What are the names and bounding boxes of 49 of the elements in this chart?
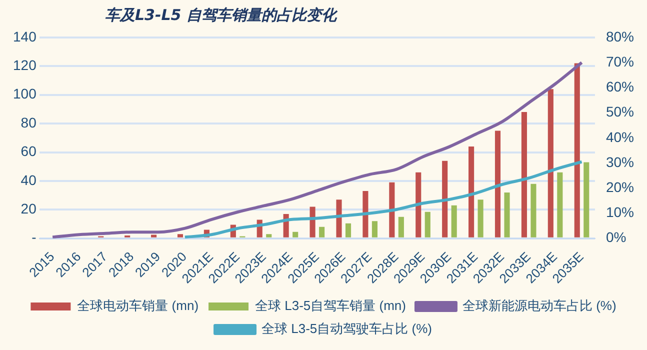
y-tick-label: 80 — [20, 114, 37, 130]
bar — [319, 226, 325, 238]
line-series — [183, 160, 584, 238]
bar — [478, 200, 484, 238]
line-series — [51, 61, 584, 238]
bar — [177, 234, 184, 238]
y2-tick-label: 10% — [606, 204, 634, 220]
bar — [504, 192, 510, 238]
chart-title: 车及L3-L5 自驾车销量的占比变化 — [105, 6, 336, 25]
y2-tick-label: 30% — [606, 154, 634, 170]
bar — [442, 160, 448, 238]
bar — [389, 182, 395, 238]
bar — [151, 234, 157, 238]
bar — [451, 205, 457, 238]
bar — [398, 216, 404, 238]
bar — [372, 221, 378, 238]
bar — [362, 191, 368, 238]
y-tick-label: 140 — [13, 28, 37, 44]
y-tick-label: 20 — [20, 200, 37, 217]
y2-tick-label: 70% — [606, 53, 634, 70]
y2-tick-label: 40% — [606, 128, 634, 145]
bar — [416, 172, 422, 238]
y2-tick-label: 80% — [606, 28, 634, 44]
bar — [584, 162, 590, 238]
bar — [521, 112, 527, 238]
y-tick-label: 60 — [20, 143, 37, 160]
y2-tick-label: 50% — [606, 104, 634, 120]
legend-label: 全球电动车销量 (mn) — [77, 298, 199, 314]
bar — [530, 184, 536, 238]
y2-tick-label: 20% — [606, 179, 634, 195]
bar — [574, 63, 580, 238]
y-tick-label: 100 — [13, 86, 37, 102]
y-tick-label: 120 — [13, 56, 37, 73]
bar — [292, 232, 298, 238]
legend-label: 全球 L3-5自驾车销量 (mn) — [255, 298, 406, 314]
y2-tick-label: 60% — [606, 78, 634, 95]
bar — [494, 130, 501, 238]
legend-label: 全球 L3-5自动驾驶车占比 (%) — [262, 321, 432, 336]
bar — [557, 172, 563, 238]
y-tick-label: 40 — [20, 172, 37, 188]
bar — [336, 200, 342, 238]
y-tick-label: - — [32, 229, 37, 246]
bar — [548, 89, 554, 238]
y2-tick-label: 0% — [606, 229, 626, 246]
legend-label: 全球新能源电动车占比 (%) — [462, 298, 616, 314]
bar — [345, 223, 352, 238]
bar — [468, 146, 474, 238]
bar — [266, 234, 272, 238]
bar — [424, 212, 430, 238]
